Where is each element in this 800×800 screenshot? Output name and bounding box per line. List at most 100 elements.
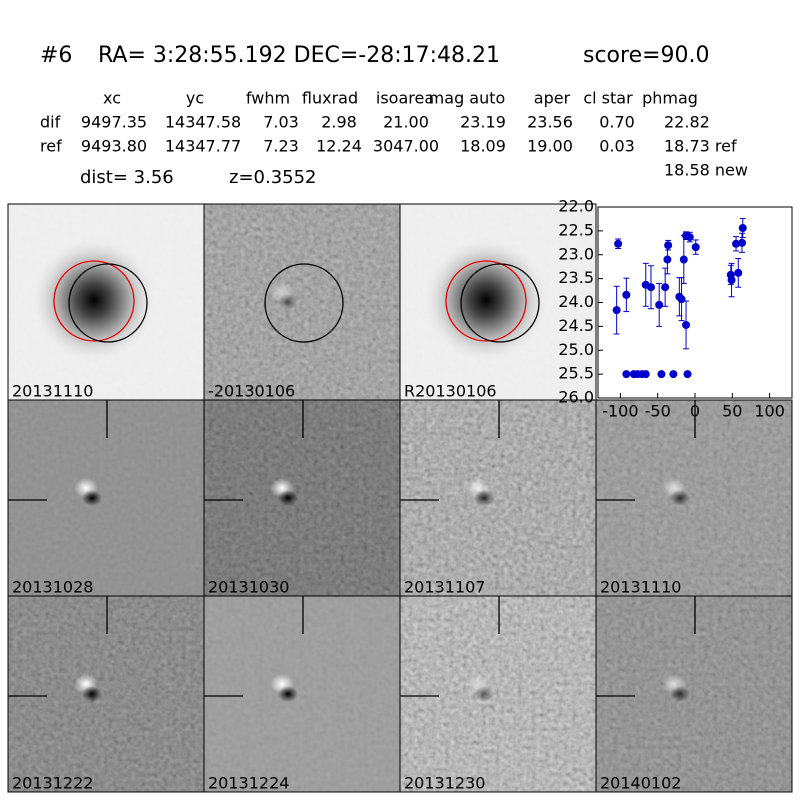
panel-noise	[400, 596, 596, 792]
table-cell: 18.09	[460, 137, 506, 156]
x-tick-label: -100	[602, 402, 638, 421]
panel-noise	[8, 400, 204, 596]
y-tick-label: 22.5	[558, 220, 594, 239]
image-panel: 20131110	[595, 399, 793, 597]
table-cell: 21.00	[383, 113, 429, 132]
y-tick-label: 26.0	[558, 388, 594, 407]
table-cell: 3047.00	[373, 137, 439, 156]
point	[663, 255, 672, 264]
point	[661, 283, 670, 292]
point	[677, 295, 686, 304]
image-panel: 20131110	[7, 203, 205, 401]
image-panel: R20130106	[399, 203, 597, 401]
table-note: 18.58 new	[664, 161, 748, 180]
panel-label: 20131110	[12, 382, 93, 401]
column-header: xc	[103, 89, 121, 108]
point	[738, 238, 747, 247]
point	[646, 283, 655, 292]
panel-frame	[595, 595, 793, 793]
column-header: aper	[534, 89, 571, 108]
point	[664, 241, 673, 250]
panel-label: 20131030	[208, 578, 289, 597]
dif-circle	[460, 263, 540, 343]
dark-lobe	[82, 686, 102, 702]
table-cell: 7.03	[263, 113, 299, 132]
point	[669, 370, 678, 379]
dark-lobe	[278, 294, 298, 310]
point	[622, 290, 631, 299]
panel-noise	[596, 400, 792, 596]
point	[622, 370, 631, 379]
point	[655, 300, 664, 309]
coordinates: RA= 3:28:55.192 DEC=-28:17:48.21	[98, 43, 500, 68]
panel-label: 20131107	[404, 578, 485, 597]
panel-noise	[400, 400, 596, 596]
plot-area	[597, 206, 793, 399]
x-tick-label: 0	[690, 402, 700, 421]
column-header: fluxrad	[302, 89, 358, 108]
point	[727, 276, 736, 285]
table-cell: 9497.35	[81, 113, 147, 132]
y-tick-label: 23.0	[558, 244, 594, 263]
y-tick-label: 23.5	[558, 268, 594, 287]
object-id: #6	[40, 43, 72, 68]
y-tick-label: 24.5	[558, 316, 594, 335]
panel-label: 20131224	[208, 774, 289, 793]
score: score=90.0	[583, 43, 710, 68]
dark-lobe	[278, 686, 298, 702]
dif-circle	[68, 263, 148, 343]
dark-lobe	[670, 686, 690, 702]
column-header: cl star	[583, 89, 633, 108]
table-cell: 19.00	[527, 137, 573, 156]
x-tick-label: -50	[645, 402, 671, 421]
image-panel: -20130106	[203, 203, 401, 401]
table-cell: 22.82	[664, 113, 710, 132]
image-panel: 20131230	[399, 595, 597, 793]
column-header: fwhm	[246, 89, 290, 108]
panel-noise	[204, 204, 400, 400]
column-header: isoarea	[376, 89, 434, 108]
column-header: phmag	[642, 89, 698, 108]
image-panel: 20131224	[203, 595, 401, 793]
image-panel: 20131030	[203, 399, 401, 597]
point	[734, 268, 743, 277]
panel-noise	[596, 596, 792, 792]
y-tick-label: 22.0	[558, 197, 594, 216]
dark-lobe	[82, 490, 102, 506]
dark-lobe	[670, 490, 690, 506]
point	[682, 320, 691, 329]
row-label: dif	[40, 113, 61, 132]
panel-label: R20130106	[404, 382, 497, 401]
panel-noise	[204, 596, 400, 792]
table-cell: 0.70	[599, 113, 635, 132]
dark-lobe	[278, 490, 298, 506]
galaxy	[29, 235, 159, 365]
table-cell: 7.23	[263, 137, 299, 156]
table-cell: 2.98	[321, 113, 357, 132]
dark-lobe	[474, 686, 494, 702]
table-cell: 23.19	[460, 113, 506, 132]
point	[614, 239, 623, 248]
y-tick-label: 24.0	[558, 292, 594, 311]
point	[679, 255, 688, 264]
x-tick-label: 100	[754, 402, 785, 421]
table-cell: 14347.77	[165, 137, 241, 156]
panel-label: 20131110	[600, 578, 681, 597]
panel-label: 20140102	[600, 774, 681, 793]
image-panel: 20131028	[7, 399, 205, 597]
point	[691, 243, 700, 252]
point	[657, 370, 666, 379]
column-header: mag auto	[429, 89, 506, 108]
panel-noise	[204, 400, 400, 596]
table-cell: 23.56	[527, 113, 573, 132]
panel-label: -20130106	[208, 382, 295, 401]
distance: dist= 3.56	[80, 167, 174, 188]
table-cell: 0.03	[599, 137, 635, 156]
dark-lobe	[474, 490, 494, 506]
point	[732, 239, 741, 248]
x-tick-label: 50	[722, 402, 742, 421]
table-cell: 14347.58	[165, 113, 241, 132]
column-header: yc	[186, 89, 204, 108]
panel-label: 20131222	[12, 774, 93, 793]
